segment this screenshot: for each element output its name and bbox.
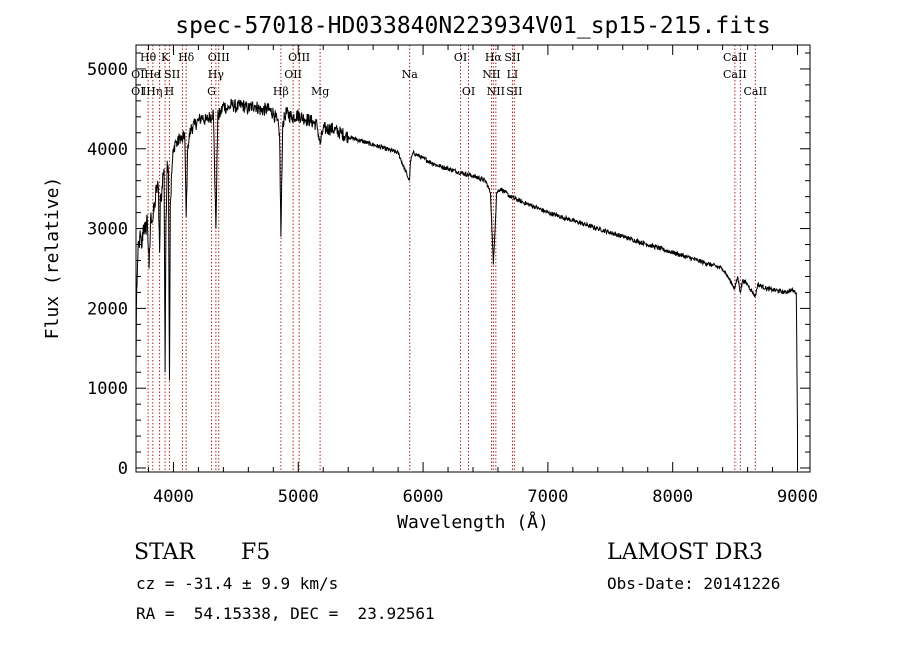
line-label: LI <box>507 68 519 81</box>
coordinates: RA = 54.15338, DEC = 23.92561 <box>136 604 435 623</box>
x-axis-label: Wavelength (Å) <box>397 511 549 533</box>
line-label: IHη <box>142 85 163 98</box>
line-label: CaII <box>723 68 747 81</box>
line-label: Hδ <box>178 51 195 64</box>
y-tick-label: 3000 <box>87 220 128 240</box>
line-label: OI <box>454 51 467 64</box>
y-axis-ticks: 0 1000 2000 3000 4000 5000 <box>87 52 810 479</box>
line-label: SII <box>504 51 520 64</box>
y-tick-label: 2000 <box>87 299 128 319</box>
line-label: Hα <box>485 51 503 64</box>
line-label: NII <box>487 85 505 98</box>
y-axis-label: Flux (relative) <box>42 177 63 340</box>
line-label: OI <box>131 68 144 81</box>
line-label: Na <box>402 68 419 81</box>
line-label: OIII <box>288 51 310 64</box>
y-tick-label: 4000 <box>87 140 128 160</box>
line-label: SII <box>164 68 180 81</box>
line-label: OI <box>131 85 144 98</box>
spectrum-line <box>135 98 798 468</box>
line-label: NII <box>482 68 500 81</box>
x-tick-label: 9000 <box>777 487 818 507</box>
x-tick-label: 5000 <box>278 487 319 507</box>
obs-date: Obs-Date: 20141226 <box>607 574 781 593</box>
x-tick-label: 4000 <box>153 487 194 507</box>
x-axis-ticks: 4000 5000 6000 7000 8000 9000 <box>147 45 818 507</box>
line-label: Hγ <box>208 68 225 81</box>
line-label: OI <box>462 85 475 98</box>
line-label: I <box>157 68 161 81</box>
y-tick-label: 0 <box>118 459 128 479</box>
line-label: OII <box>284 68 302 81</box>
line-label: H <box>165 85 175 98</box>
x-tick-label: 7000 <box>527 487 568 507</box>
survey-name: LAMOST DR3 <box>607 540 763 565</box>
y-tick-label: 1000 <box>87 379 128 399</box>
chart-title: spec-57018-HD033840N223934V01_sp15-215.f… <box>175 13 770 39</box>
line-label: SII <box>506 85 522 98</box>
x-tick-label: 6000 <box>403 487 444 507</box>
x-tick-label: 8000 <box>652 487 693 507</box>
y-tick-label: 5000 <box>87 60 128 80</box>
line-label: He <box>144 68 160 81</box>
line-label: Mg <box>311 85 329 98</box>
line-label: CaII <box>723 51 747 64</box>
line-label: Hβ <box>273 85 289 98</box>
object-class: STAR <box>134 540 195 565</box>
spectral-lines-layer <box>147 45 756 472</box>
line-label: K <box>161 51 170 64</box>
line-label: Hθ <box>140 51 157 64</box>
line-label: CaII <box>743 85 767 98</box>
object-subclass: F5 <box>241 540 271 565</box>
line-label: OIII <box>208 51 230 64</box>
line-label: G <box>207 85 216 98</box>
redshift-text: cz = -31.4 ± 9.9 km/s <box>136 574 339 593</box>
